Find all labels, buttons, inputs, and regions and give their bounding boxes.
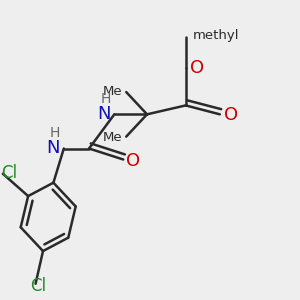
Text: Me: Me [103, 85, 123, 98]
Text: Cl: Cl [31, 277, 46, 295]
Text: N: N [97, 105, 111, 123]
Text: Me: Me [103, 131, 123, 144]
Text: methyl: methyl [193, 29, 240, 42]
Text: H: H [100, 92, 111, 106]
Text: O: O [224, 106, 238, 124]
Text: O: O [190, 59, 204, 77]
Text: O: O [126, 152, 140, 170]
Text: H: H [50, 126, 60, 140]
Text: Cl: Cl [2, 164, 17, 182]
Text: N: N [47, 139, 60, 157]
